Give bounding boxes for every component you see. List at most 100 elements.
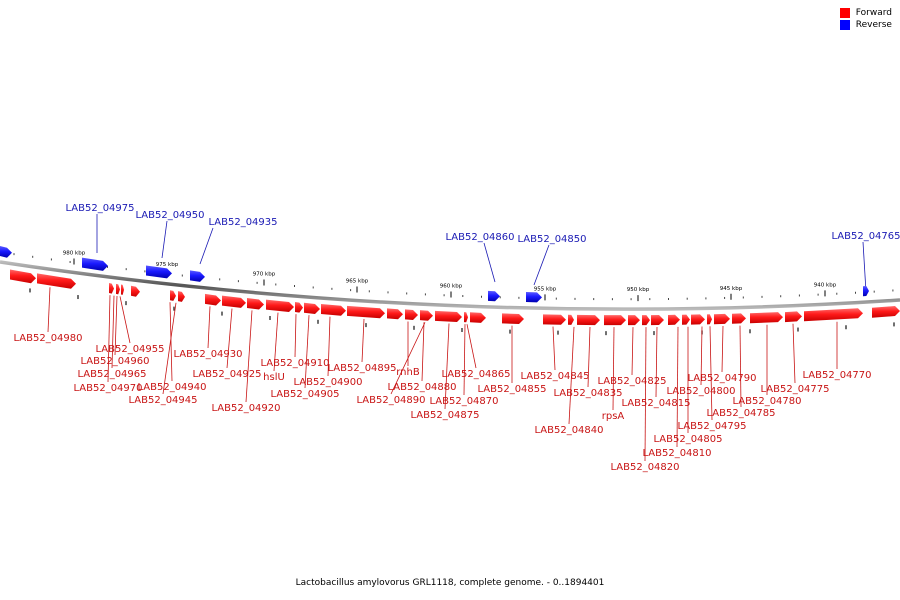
legend-forward: Forward [839, 8, 892, 18]
gene-arrow [121, 284, 124, 295]
gene-arrow [543, 314, 566, 325]
gene-label: LAB52_04960 [80, 356, 149, 367]
leader-line [721, 326, 724, 373]
leader-line [739, 325, 742, 408]
leader-line [162, 302, 177, 395]
gene-label: LAB52_04970 [73, 383, 142, 394]
gene-label: LAB52_04775 [760, 384, 829, 395]
leader-line [631, 327, 634, 376]
gene-label: rpsA [602, 411, 625, 422]
gene-label: rnhB [396, 367, 420, 378]
leader-line [533, 244, 550, 286]
gene-label: LAB52_04840 [534, 425, 603, 436]
gene-arrow [435, 310, 462, 322]
gene-label: LAB52_04780 [732, 396, 801, 407]
tick-label: 965 kbp [346, 279, 369, 285]
gene-label: LAB52_04820 [610, 462, 679, 473]
gene-label: LAB52_04905 [270, 389, 339, 400]
gene-arrow [295, 302, 303, 313]
gene-arrow [37, 273, 76, 289]
gene-arrow [321, 304, 346, 316]
gene-label: LAB52_04900 [293, 377, 362, 388]
gene-arrow [420, 310, 433, 321]
gene-arrow [707, 314, 712, 325]
gene-label: LAB52_04930 [173, 349, 242, 360]
reverse-genes [0, 246, 869, 303]
gene-label: LAB52_04980 [13, 333, 82, 344]
gene-label: LAB52_04850 [517, 234, 586, 245]
gene-label: LAB52_04835 [553, 388, 622, 399]
gene-arrow [405, 309, 418, 321]
leader-line [612, 327, 615, 411]
gene-arrow [568, 314, 574, 325]
gene-arrow [732, 313, 746, 324]
tick-label: 955 kbp [534, 286, 557, 292]
forward-genes [10, 269, 900, 326]
gene-arrow [628, 315, 640, 326]
gene-label: LAB52_04910 [260, 358, 329, 369]
gene-label: LAB52_04825 [597, 376, 666, 387]
leader-line [111, 295, 115, 369]
gene-label: LAB52_04800 [666, 386, 735, 397]
gene-arrow [266, 299, 294, 312]
gene-arrow [872, 306, 900, 318]
leader-line [483, 242, 496, 283]
gene-label: LAB52_04790 [687, 373, 756, 384]
gene-arrow [470, 312, 486, 323]
gene-label: LAB52_04945 [128, 395, 197, 406]
gene-arrow [205, 293, 221, 306]
reverse-swatch [839, 20, 850, 30]
forward-swatch [839, 8, 850, 18]
gene-arrow [10, 269, 36, 284]
leader-line [199, 227, 214, 265]
gene-arrow [691, 314, 705, 325]
leader-line [114, 296, 118, 356]
label-leaders [47, 214, 867, 462]
tick-label: 950 kbp [627, 287, 650, 293]
leader-line [245, 310, 253, 403]
tick-label: 970 kbp [253, 271, 276, 277]
gene-label: LAB52_04785 [706, 408, 775, 419]
gene-label: LAB52_04925 [192, 369, 261, 380]
leader-line [294, 314, 297, 358]
gene-label: LAB52_04765 [831, 231, 900, 242]
gene-arrow [464, 312, 468, 323]
gene-label: LAB52_04965 [77, 369, 146, 380]
leader-line [644, 327, 647, 462]
leader-line [207, 306, 211, 349]
gene-arrow [750, 312, 783, 324]
gene-label: LAB52_04890 [356, 395, 425, 406]
gene-arrow [82, 257, 108, 271]
gene-arrow [651, 314, 664, 326]
gene-label: LAB52_04795 [677, 421, 746, 432]
gene-arrow [604, 315, 626, 326]
gene-arrow [222, 295, 246, 308]
gene-arrow [863, 285, 869, 297]
gene-label: LAB52_04865 [441, 369, 510, 380]
gene-arrow [0, 246, 12, 258]
tick-label: 980 kbp [63, 251, 86, 257]
leader-line [107, 295, 111, 383]
gene-arrow [247, 297, 264, 310]
gene-label: LAB52_04895 [327, 363, 396, 374]
gene-label: LAB52_04875 [410, 410, 479, 421]
gene-label: LAB52_04920 [211, 403, 280, 414]
gene-label: LAB52_04955 [95, 344, 164, 355]
gene-arrow [785, 311, 802, 323]
leader-line [47, 287, 51, 333]
leader-line [327, 316, 331, 377]
gene-arrow [170, 290, 176, 301]
gene-label: LAB52_04845 [520, 371, 589, 382]
gene-arrow [668, 314, 680, 325]
leader-line [552, 326, 556, 371]
leader-line [161, 220, 168, 259]
gene-label: LAB52_04815 [621, 398, 690, 409]
gene-label: LAB52_04810 [642, 448, 711, 459]
leader-line [587, 327, 591, 388]
genome-axis [0, 260, 900, 311]
leader-line [421, 322, 425, 382]
leader-line [709, 326, 713, 421]
gene-label: LAB52_04870 [429, 396, 498, 407]
